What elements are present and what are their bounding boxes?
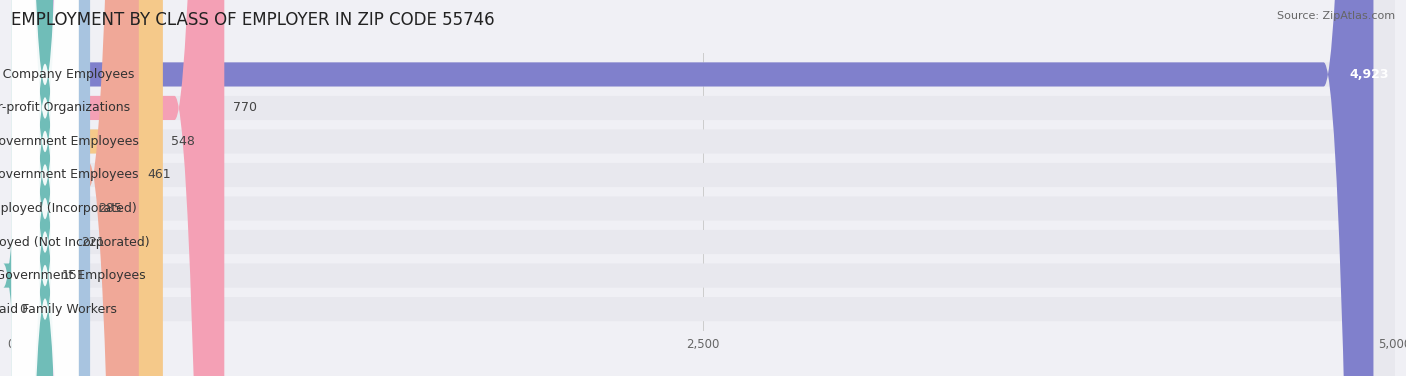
FancyBboxPatch shape bbox=[11, 0, 1395, 376]
Text: Self-Employed (Incorporated): Self-Employed (Incorporated) bbox=[0, 202, 136, 215]
Text: Self-Employed (Not Incorporated): Self-Employed (Not Incorporated) bbox=[0, 235, 150, 249]
FancyBboxPatch shape bbox=[11, 0, 90, 376]
FancyBboxPatch shape bbox=[11, 0, 79, 376]
FancyBboxPatch shape bbox=[11, 0, 163, 376]
Text: Not-for-profit Organizations: Not-for-profit Organizations bbox=[0, 102, 131, 114]
Text: 548: 548 bbox=[172, 135, 195, 148]
FancyBboxPatch shape bbox=[11, 0, 1395, 376]
FancyBboxPatch shape bbox=[11, 0, 79, 376]
FancyBboxPatch shape bbox=[11, 0, 1395, 376]
Text: EMPLOYMENT BY CLASS OF EMPLOYER IN ZIP CODE 55746: EMPLOYMENT BY CLASS OF EMPLOYER IN ZIP C… bbox=[11, 11, 495, 29]
Text: 151: 151 bbox=[62, 269, 86, 282]
FancyBboxPatch shape bbox=[11, 0, 79, 376]
Text: 4,923: 4,923 bbox=[1350, 68, 1389, 81]
FancyBboxPatch shape bbox=[11, 0, 139, 376]
FancyBboxPatch shape bbox=[11, 0, 1395, 376]
Text: 221: 221 bbox=[80, 235, 104, 249]
Text: Federal Government Employees: Federal Government Employees bbox=[0, 269, 145, 282]
FancyBboxPatch shape bbox=[11, 0, 79, 376]
FancyBboxPatch shape bbox=[11, 0, 1395, 376]
Text: Private Company Employees: Private Company Employees bbox=[0, 68, 135, 81]
Text: 0: 0 bbox=[20, 303, 28, 315]
Text: 770: 770 bbox=[232, 102, 257, 114]
FancyBboxPatch shape bbox=[11, 0, 79, 376]
FancyBboxPatch shape bbox=[11, 0, 1374, 376]
FancyBboxPatch shape bbox=[11, 0, 79, 376]
Text: Unpaid Family Workers: Unpaid Family Workers bbox=[0, 303, 117, 315]
Text: State Government Employees: State Government Employees bbox=[0, 168, 139, 182]
FancyBboxPatch shape bbox=[11, 0, 225, 376]
FancyBboxPatch shape bbox=[11, 0, 1395, 376]
Text: 461: 461 bbox=[148, 168, 170, 182]
FancyBboxPatch shape bbox=[11, 0, 72, 376]
FancyBboxPatch shape bbox=[11, 0, 79, 376]
Text: Local Government Employees: Local Government Employees bbox=[0, 135, 138, 148]
Text: 285: 285 bbox=[98, 202, 122, 215]
FancyBboxPatch shape bbox=[3, 0, 60, 376]
FancyBboxPatch shape bbox=[11, 0, 1395, 376]
FancyBboxPatch shape bbox=[11, 0, 79, 376]
FancyBboxPatch shape bbox=[11, 0, 1395, 376]
Text: Source: ZipAtlas.com: Source: ZipAtlas.com bbox=[1277, 11, 1395, 21]
